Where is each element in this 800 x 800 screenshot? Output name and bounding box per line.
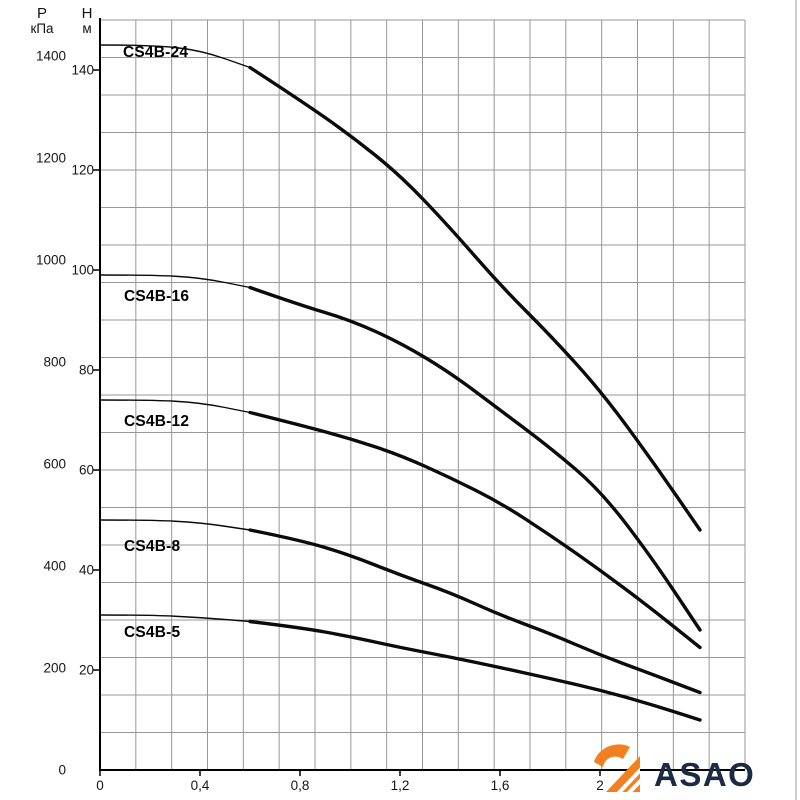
h-tick-label: 40 [79, 563, 94, 578]
asao-logo-stripe [622, 771, 640, 792]
curve-label-cs4b-24: CS4B-24 [123, 44, 189, 61]
pump-curve-CS4B-8 [248, 528, 702, 695]
asao-logo-swoosh [594, 744, 630, 767]
asao-logo: ASAO [592, 740, 755, 796]
head-axis-title: H м [74, 6, 100, 36]
pump-curve-CS4B-5 [248, 619, 702, 722]
asao-logo-icon [594, 744, 640, 792]
pump-curve-lead-CS4B-12 [99, 399, 251, 414]
pressure-axis-unit: кПа [30, 21, 54, 36]
pressure-axis-letter: P [36, 5, 47, 22]
h-tick-label: 60 [79, 463, 94, 478]
p-tick-label: 1400 [36, 49, 66, 64]
pump-curve-CS4B-12 [248, 410, 702, 650]
x-tick-label: 1,6 [491, 778, 510, 793]
p-tick-label: 800 [43, 355, 66, 370]
asao-logo-text: ASAO [654, 756, 756, 793]
head-axis-unit: м [82, 21, 92, 36]
x-tick-label: 0,4 [191, 778, 210, 793]
p-tick-label: 0 [58, 763, 66, 778]
p-tick-label: 200 [43, 661, 66, 676]
x-tick-label: 1,2 [391, 778, 410, 793]
h-tick-label: 20 [79, 663, 94, 678]
pump-curve-lead-CS4B-8 [99, 519, 251, 531]
head-axis-letter: H [81, 5, 93, 22]
h-tick-label: 80 [79, 363, 94, 378]
p-tick-label: 1000 [36, 253, 66, 268]
asao-logo-triangle [606, 756, 640, 792]
scan-edge-artifact [795, 0, 797, 800]
h-tick-label: 140 [71, 63, 94, 78]
p-tick-label: 1200 [36, 151, 66, 166]
x-tick-label: 0 [96, 778, 104, 793]
pump-curve-lead-CS4B-16 [99, 274, 251, 289]
curve-label-cs4b-12: CS4B-12 [124, 413, 190, 430]
curve-label-cs4b-16: CS4B-16 [124, 288, 190, 305]
p-tick-label: 400 [43, 559, 66, 574]
x-tick-label: 0,8 [291, 778, 310, 793]
curve-label-cs4b-5: CS4B-5 [124, 624, 181, 641]
pump-curve-CS4B-16 [248, 285, 702, 632]
asao-logo-stripe [612, 760, 640, 792]
x-tick-label: 2 [596, 778, 604, 793]
pressure-axis-title: P кПа [20, 6, 64, 36]
curve-label-cs4b-8: CS4B-8 [124, 538, 181, 555]
pump-curve-lead-CS4B-5 [99, 614, 251, 623]
pump-curve-CS4B-24 [248, 65, 702, 532]
h-tick-label: 120 [71, 163, 94, 178]
p-tick-label: 600 [43, 457, 66, 472]
pump-curve-lead-CS4B-24 [99, 44, 251, 69]
h-tick-label: 100 [71, 263, 94, 278]
